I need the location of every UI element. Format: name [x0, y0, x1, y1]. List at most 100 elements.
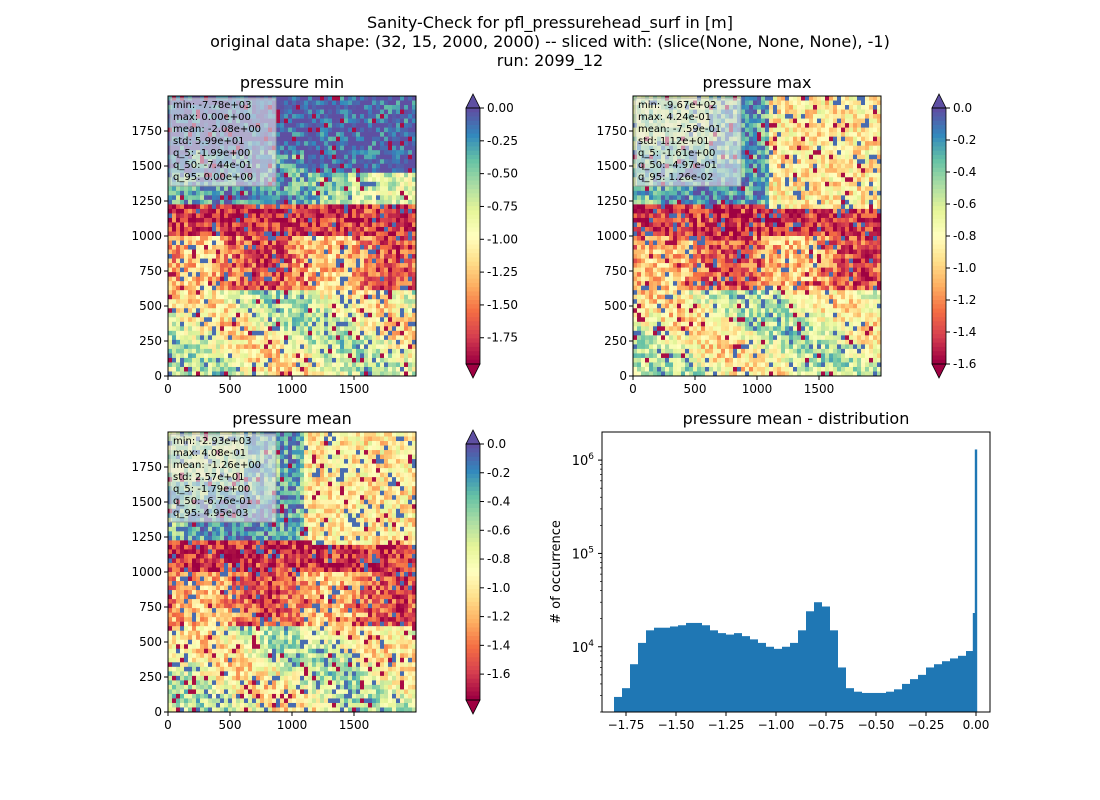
colorbar-tick-label: -1.2 [487, 610, 510, 624]
histogram-bar [974, 449, 978, 712]
x-tick-label: 0 [164, 382, 172, 396]
colorbar-extend-top [465, 429, 481, 445]
colorbar-extend-top [465, 93, 481, 109]
x-tick-label: 1000 [277, 718, 308, 732]
y-tick-label: 1000 [131, 565, 162, 579]
histogram-panel: pressure mean - distribution −1.75 −1.50 −1… [549, 409, 991, 732]
colorbar-extend-bottom [465, 363, 481, 379]
histogram-bar [734, 633, 742, 712]
colorbar-tick-label: -1.25 [487, 265, 518, 279]
y-tick-label: 1500 [131, 495, 162, 509]
plot-title: pressure max [702, 73, 811, 92]
colorbar: 0.0 -0.2 -0.4 -0.6 -0.8 -1.0 -1.2 -1.4 -1.6 [931, 93, 976, 379]
x-tick-label: 1000 [742, 382, 773, 396]
histogram-bar [878, 692, 886, 712]
histogram-bar [614, 696, 622, 712]
histogram-bar [918, 674, 926, 712]
plot-frame [601, 431, 991, 713]
x-tick-label: 1000 [277, 382, 308, 396]
histogram-bar [950, 658, 958, 712]
colorbar-tick-label: 0.00 [487, 101, 514, 115]
histogram-bar [654, 627, 662, 712]
histogram-bar [838, 667, 846, 712]
colorbar-tick-label: -0.4 [487, 495, 510, 509]
plot-title: pressure min [240, 73, 344, 92]
x-tick-label: −1.75 [608, 718, 645, 732]
colorbar-tick-label: -0.2 [487, 466, 510, 480]
colorbar-tick-label: -1.00 [487, 232, 518, 246]
y-axis-label: # of occurrence [549, 520, 564, 624]
stats-line: q_50: -7.44e-01 [173, 160, 252, 171]
x-tick-label: 0.00 [963, 718, 990, 732]
x-tick-label: −1.00 [758, 718, 795, 732]
histogram-bar [910, 679, 918, 712]
histogram-bar [782, 646, 790, 712]
histogram-bar [726, 634, 734, 712]
y-tick-label: 104 [572, 639, 595, 656]
suptitle-line-1: Sanity-Check for pfl_pressurehead_surf i… [367, 13, 733, 32]
histogram-bar [972, 613, 976, 712]
stats-line: q_95: 4.95e-03 [173, 508, 248, 519]
x-tick-label: 0 [164, 718, 172, 732]
y-tick-label: 1750 [131, 460, 162, 474]
x-tick-label: 0 [629, 382, 637, 396]
histogram-bar [646, 630, 654, 712]
heatmap-panel-3: pressure mean 0 500 1000 1500 0 250 500 750 1000 1… [131, 409, 510, 732]
stats-line: q_95: 0.00e+00 [173, 172, 253, 183]
suptitle-line-3: run: 2099_12 [496, 51, 604, 70]
histogram-bar [942, 661, 950, 712]
histogram-bar [822, 606, 830, 712]
colorbar-tick-label: -0.6 [487, 523, 510, 537]
histogram-bar [790, 642, 798, 712]
x-tick-label: −1.50 [658, 718, 695, 732]
x-tick-label: 500 [219, 718, 242, 732]
colorbar-tick-label: -1.6 [953, 357, 976, 371]
y-tick-label: 1250 [131, 194, 162, 208]
x-tick-label: 1500 [339, 382, 370, 396]
histogram-bar [814, 602, 822, 712]
y-tick-label: 0 [154, 369, 162, 383]
histogram-bars [614, 449, 978, 712]
x-tick-label: −0.75 [808, 718, 845, 732]
histogram-bar [622, 688, 630, 712]
histogram-bar [678, 625, 686, 712]
colorbar-extend-bottom [465, 699, 481, 715]
stats-line: std: 2.57e+01 [173, 472, 245, 483]
colorbar-tick-label: -0.75 [487, 199, 518, 213]
x-tick-label: 500 [219, 382, 242, 396]
colorbar: 0.0 -0.2 -0.4 -0.6 -0.8 -1.0 -1.2 -1.4 -1.6 [465, 429, 510, 715]
colorbar-tick-label: -0.6 [953, 197, 976, 211]
histogram-bar [718, 633, 726, 712]
histogram-bar [958, 655, 966, 712]
histogram-bar [686, 622, 694, 712]
stats-line: max: 0.00e+00 [173, 112, 251, 123]
stats-line: min: -7.78e+03 [173, 100, 252, 111]
stats-line: max: 4.24e-01 [638, 112, 711, 123]
y-tick-label: 500 [139, 299, 162, 313]
histogram-bar [798, 630, 806, 712]
colorbar-tick-label: 0.0 [487, 437, 506, 451]
y-tick-label: 106 [572, 452, 595, 469]
x-tick-label: 1500 [804, 382, 835, 396]
y-tick-label: 250 [139, 334, 162, 348]
heatmap-panel-2: pressure max 0 500 1000 1500 0 250 500 750 1000 12… [596, 73, 976, 396]
y-tick-label: 750 [604, 264, 627, 278]
stats-line: std: 1.12e+01 [638, 136, 710, 147]
histogram-bar [926, 667, 934, 712]
stats-line: min: -2.93e+03 [173, 436, 252, 447]
y-tick-label: 500 [604, 299, 627, 313]
y-tick-label: 1500 [596, 159, 627, 173]
plot-title: pressure mean - distribution [683, 409, 910, 428]
colorbar: 0.00 -0.25 -0.50 -0.75 -1.00 -1.25 -1.50 -1.75 [465, 93, 518, 379]
y-tick-label: 1750 [131, 124, 162, 138]
histogram-bar [702, 625, 710, 712]
y-tick-label: 250 [139, 670, 162, 684]
x-tick-label: −0.50 [858, 718, 895, 732]
stats-line: mean: -7.59e-01 [638, 124, 721, 135]
colorbar-tick-label: -0.25 [487, 134, 518, 148]
histogram-bar [806, 611, 814, 712]
